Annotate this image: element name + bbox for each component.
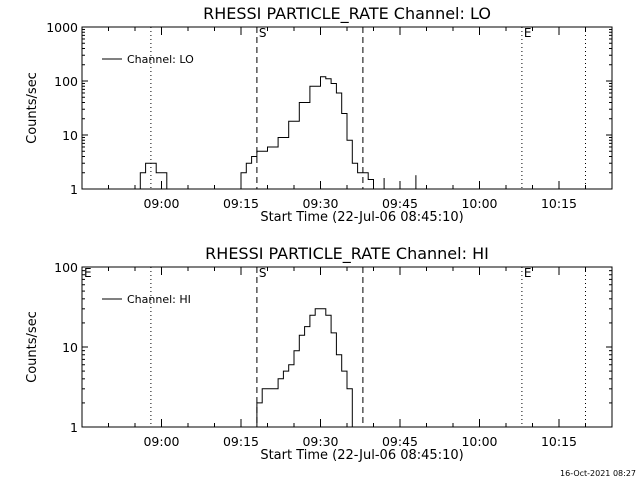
series-line-segment [135, 162, 168, 190]
plot-frame [81, 266, 613, 428]
time-marker-label: E [84, 266, 92, 280]
x-tick-label: 09:30 [302, 196, 338, 211]
plot-frame [81, 26, 613, 190]
x-tick-label: 09:15 [223, 434, 259, 449]
time-marker-label: E [524, 266, 532, 280]
x-tick-label: 10:00 [461, 434, 497, 449]
x-tick-label: 09:00 [143, 434, 179, 449]
y-tick-label: 1 [70, 182, 78, 197]
x-tick-label: 09:15 [223, 196, 259, 211]
timestamp: 16-Oct-2021 08:27 [560, 469, 636, 478]
chart-1: RHESSI PARTICLE_RATE Channel: HI 1 10 100 09… [25, 244, 613, 463]
time-marker-label: S [259, 26, 267, 40]
x-tick-label: 10:15 [541, 434, 577, 449]
chart-0: RHESSI PARTICLE_RATE Channel: LO 1 10 100 10… [25, 4, 613, 225]
time-marker-label: S [259, 266, 267, 280]
x-axis-label: Start Time (22-Jul-06 08:45:10) [260, 210, 463, 225]
x-tick-label: 09:45 [382, 196, 418, 211]
x-tick-label: 10:15 [541, 196, 577, 211]
y-tick-label: 10 [62, 128, 78, 143]
series-line-segment [235, 76, 374, 190]
legend-label: Channel: LO [127, 53, 194, 66]
x-tick-label: 09:30 [302, 434, 338, 449]
x-tick-label: 09:45 [382, 434, 418, 449]
series-line-segment [251, 308, 353, 428]
y-tick-label: 10 [62, 340, 78, 355]
y-tick-label: 100 [54, 260, 78, 275]
y-axis-label: Counts/sec [25, 311, 40, 383]
x-axis-label: Start Time (22-Jul-06 08:45:10) [260, 448, 463, 463]
time-marker-label: E [524, 26, 532, 40]
y-tick-label: 100 [54, 74, 78, 89]
y-axis-label: Counts/sec [25, 72, 40, 144]
legend-label: Channel: HI [127, 293, 191, 306]
y-tick-label: 1 [70, 420, 78, 435]
x-tick-label: 09:00 [143, 196, 179, 211]
chart-title: RHESSI PARTICLE_RATE Channel: HI [205, 244, 489, 264]
y-tick-label: 1000 [46, 20, 78, 35]
x-tick-label: 10:00 [461, 196, 497, 211]
chart-title: RHESSI PARTICLE_RATE Channel: LO [203, 4, 491, 24]
